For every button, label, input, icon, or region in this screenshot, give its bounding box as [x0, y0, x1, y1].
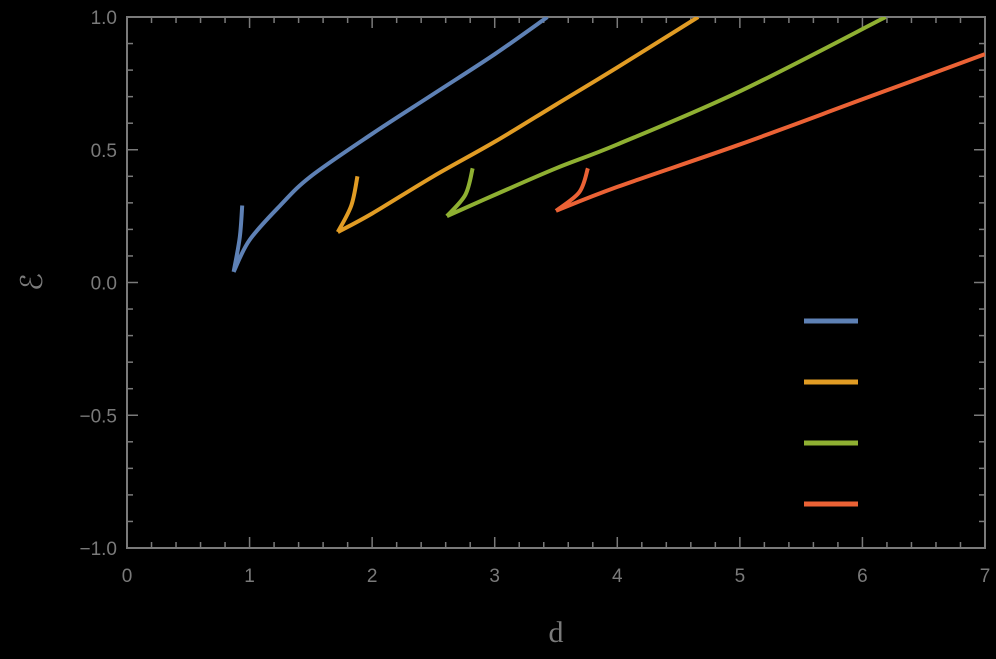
y-tick-label: 0.5 — [91, 141, 117, 162]
x-tick-label: 4 — [612, 566, 623, 587]
x-tick-label: 1 — [244, 566, 255, 587]
x-tick-label: 0 — [122, 566, 133, 587]
x-tick-label: 6 — [857, 566, 868, 587]
legend — [804, 318, 858, 507]
x-tick-label: 2 — [367, 566, 378, 587]
y-axis-ticks: −1.0 −0.5 0.0 0.5 1.0 — [79, 8, 985, 560]
x-axis-ticks: 0 1 2 3 4 5 6 7 — [122, 17, 991, 587]
data-series — [231, 17, 985, 273]
x-tick-label: 5 — [735, 566, 746, 587]
x-tick-label: 7 — [980, 566, 991, 587]
series-line-series-4 — [554, 52, 985, 213]
y-tick-label: −0.5 — [79, 406, 117, 427]
y-tick-label: −1.0 — [79, 539, 117, 560]
y-tick-label: 1.0 — [91, 8, 117, 29]
series-line-series-1 — [231, 17, 549, 273]
series-line-series-2 — [336, 17, 700, 234]
x-tick-label: 3 — [489, 566, 500, 587]
series-line-series-3 — [445, 17, 887, 218]
y-axis-title: ℰ — [16, 273, 49, 291]
plot-border — [126, 16, 986, 549]
x-axis-title: d — [549, 616, 564, 649]
y-tick-label: 0.0 — [91, 274, 117, 295]
plot-frame — [126, 16, 986, 549]
